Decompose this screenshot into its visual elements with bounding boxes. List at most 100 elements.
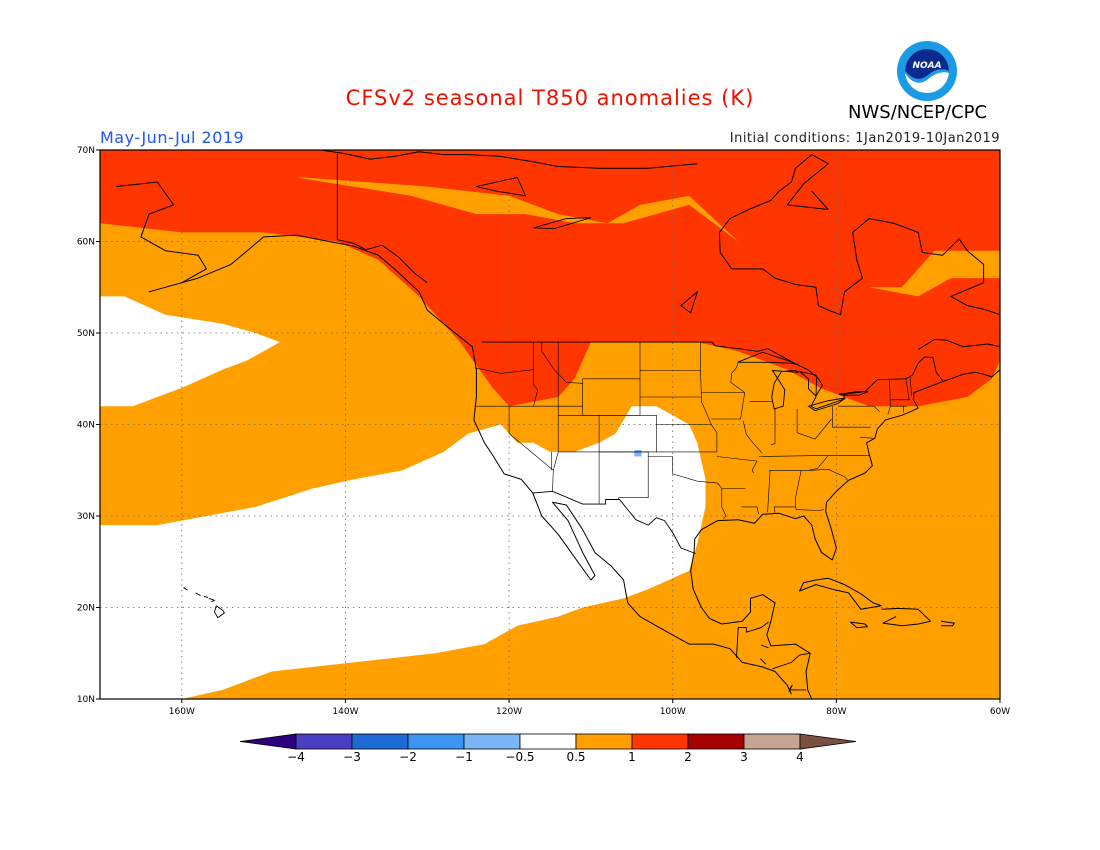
country-border — [772, 652, 811, 670]
lat-tick-label: 30N — [77, 512, 95, 522]
state-border — [769, 469, 802, 514]
state-border — [795, 506, 825, 511]
lake-outline — [771, 369, 799, 410]
anomaly-region-3 — [100, 296, 280, 407]
anomaly-region-4 — [100, 406, 706, 699]
hawaii-island — [214, 605, 226, 619]
colorbar-label: −2 — [399, 750, 417, 764]
state-border — [891, 378, 910, 401]
country-border — [336, 153, 428, 284]
lake-outline — [799, 370, 824, 397]
lake-outline — [737, 351, 799, 366]
lon-tick-label: 100W — [660, 707, 686, 717]
colorbar-segment — [743, 733, 801, 750]
state-border — [541, 342, 583, 384]
country-border — [532, 490, 696, 554]
state-border — [838, 405, 880, 412]
lon-tick-label: 160W — [169, 707, 195, 717]
colorbar-label: −4 — [287, 750, 305, 764]
colorbar-segment — [295, 733, 353, 750]
country-border — [736, 621, 769, 658]
coastline — [941, 620, 955, 627]
colorbar-arrow-low — [239, 733, 297, 750]
lat-tick-label: 20N — [77, 604, 95, 614]
hawaii-island — [195, 592, 201, 596]
country-border — [482, 341, 944, 410]
state-border — [508, 406, 554, 492]
country-border — [759, 658, 767, 665]
state-border — [796, 418, 832, 440]
state-border — [742, 420, 763, 454]
lat-tick-label: 60N — [77, 238, 95, 248]
coastline — [788, 684, 793, 692]
lake-outline — [838, 391, 869, 396]
coastline — [917, 338, 1000, 350]
state-border — [831, 406, 871, 428]
lake-outline — [476, 176, 527, 197]
lake-outline — [533, 217, 592, 230]
colorbar-label: −1 — [455, 750, 473, 764]
coastline — [718, 154, 1000, 316]
colorbar-label: 1 — [628, 750, 636, 764]
state-border — [767, 470, 771, 513]
state-border — [770, 408, 776, 445]
state-border — [758, 455, 870, 457]
coastline — [116, 181, 792, 695]
country-border — [811, 698, 813, 699]
agency-label: NWS/NCEP/CPC — [848, 102, 988, 123]
coastlines — [116, 150, 1000, 699]
lake-outline — [680, 290, 699, 314]
colorbar-segment — [519, 733, 577, 750]
colorbar-label: 3 — [740, 750, 748, 764]
state-border — [648, 456, 718, 484]
state-border — [730, 363, 745, 393]
gridlines — [100, 150, 1000, 699]
colorbar-segment — [463, 733, 521, 750]
colorbar-label: −0.5 — [505, 750, 534, 764]
hawaii-island — [203, 596, 209, 598]
lon-tick-label: 140W — [332, 707, 358, 717]
coastline — [881, 607, 931, 627]
anomaly-region-5 — [634, 450, 642, 457]
colorbar-segment — [687, 733, 745, 750]
lat-tick-label: 50N — [77, 329, 95, 339]
hawaii-island — [208, 597, 216, 603]
state-border — [700, 342, 702, 398]
state-border — [701, 397, 712, 425]
anomaly-region-2 — [100, 168, 1000, 407]
state-border — [599, 451, 649, 500]
state-border — [721, 488, 727, 519]
coastline — [799, 577, 882, 610]
lat-tick-label: 70N — [77, 146, 95, 156]
state-border — [909, 375, 912, 397]
map-title: CFSv2 seasonal T850 anomalies (K) — [345, 86, 755, 110]
lon-tick-label: 120W — [496, 707, 522, 717]
state-border — [808, 455, 829, 471]
state-border — [860, 437, 874, 439]
state-border — [710, 424, 718, 452]
state-border — [716, 456, 758, 474]
colorbar-segment — [631, 733, 689, 750]
state-border — [474, 367, 535, 374]
state-border — [741, 506, 759, 515]
season-label: May-Jun-Jul 2019 — [100, 128, 245, 147]
hawaii-island — [183, 587, 188, 591]
colorbar-label: 2 — [684, 750, 692, 764]
state-border — [711, 392, 745, 420]
colorbar-segment — [575, 733, 633, 750]
lon-tick-label: 80W — [826, 707, 846, 717]
coastline — [849, 621, 868, 629]
colorbar-label: −3 — [343, 750, 361, 764]
colorbar-segment — [351, 733, 409, 750]
anomaly-regions — [100, 150, 1000, 699]
noaa-logo-text: NOAA — [912, 61, 941, 71]
state-border — [801, 468, 849, 481]
lon-tick-label: 60W — [990, 707, 1010, 717]
colorbar: −4 −3 −2 −1 −0.5 0.5 1 2 3 4 — [239, 733, 857, 764]
borders — [336, 153, 944, 699]
colorbar-arrow-high — [799, 733, 857, 750]
lat-tick-label: 40N — [77, 421, 95, 431]
country-border — [760, 644, 769, 649]
lat-tick-label: 10N — [77, 695, 95, 705]
noaa-logo-icon: NOAA — [897, 41, 957, 101]
